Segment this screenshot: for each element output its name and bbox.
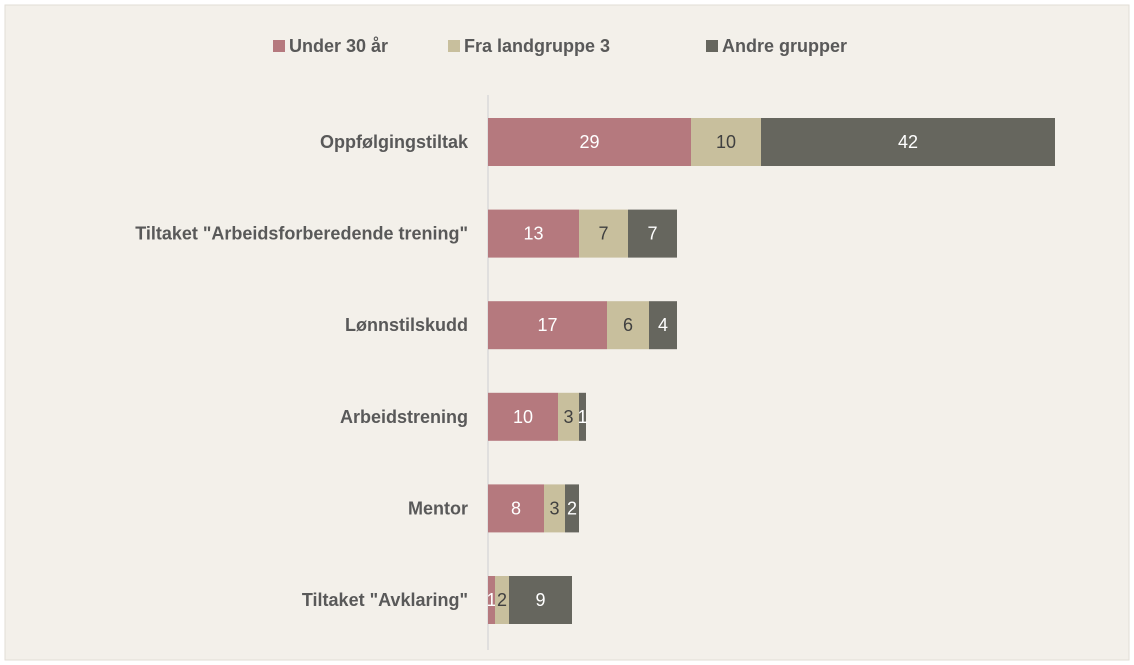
legend-swatch bbox=[706, 40, 718, 52]
bar-segment bbox=[558, 392, 579, 441]
data-label: 3 bbox=[549, 498, 559, 518]
bar-segment bbox=[691, 118, 761, 166]
data-label: 13 bbox=[523, 224, 543, 244]
data-label: 6 bbox=[623, 315, 633, 335]
data-label: 10 bbox=[716, 132, 736, 152]
bar-segment bbox=[488, 392, 558, 441]
legend-swatch bbox=[448, 40, 460, 52]
bar-segment bbox=[579, 392, 586, 441]
legend-label: Fra landgruppe 3 bbox=[464, 36, 610, 56]
data-label: 1 bbox=[577, 407, 587, 427]
bar-segment bbox=[649, 301, 677, 350]
data-label: 4 bbox=[658, 315, 668, 335]
data-label: 2 bbox=[567, 498, 577, 518]
data-label: 7 bbox=[647, 224, 657, 244]
category-label: Tiltaket "Avklaring" bbox=[302, 590, 468, 610]
category-label: Oppfølgingstiltak bbox=[320, 132, 469, 152]
category-label: Lønnstilskudd bbox=[345, 315, 468, 335]
bar-segment bbox=[761, 118, 1055, 166]
bar-segment bbox=[565, 484, 579, 533]
bar-segment bbox=[488, 576, 495, 624]
legend-label: Under 30 år bbox=[289, 36, 388, 56]
data-label: 29 bbox=[579, 132, 599, 152]
data-label: 7 bbox=[598, 224, 608, 244]
bar-segment bbox=[488, 209, 579, 258]
data-label: 3 bbox=[563, 407, 573, 427]
bar-segment bbox=[488, 301, 607, 350]
legend-swatch bbox=[273, 40, 285, 52]
data-label: 1 bbox=[486, 590, 496, 610]
data-label: 9 bbox=[535, 590, 545, 610]
category-label: Mentor bbox=[408, 498, 468, 518]
category-label: Arbeidstrening bbox=[340, 407, 468, 427]
bar-segment bbox=[495, 576, 509, 624]
data-label: 10 bbox=[513, 407, 533, 427]
legend-label: Andre grupper bbox=[722, 36, 847, 56]
data-label: 42 bbox=[898, 132, 918, 152]
bar-segment bbox=[509, 576, 572, 624]
bar-segment bbox=[488, 118, 691, 166]
data-label: 2 bbox=[497, 590, 507, 610]
bar-segment bbox=[488, 484, 544, 533]
bar-segment bbox=[607, 301, 649, 350]
bar-segment bbox=[579, 209, 628, 258]
data-label: 17 bbox=[537, 315, 557, 335]
bar-segment bbox=[628, 209, 677, 258]
bar-segment bbox=[544, 484, 565, 533]
category-label: Tiltaket "Arbeidsforberedende trening" bbox=[135, 224, 468, 244]
data-label: 8 bbox=[511, 498, 521, 518]
